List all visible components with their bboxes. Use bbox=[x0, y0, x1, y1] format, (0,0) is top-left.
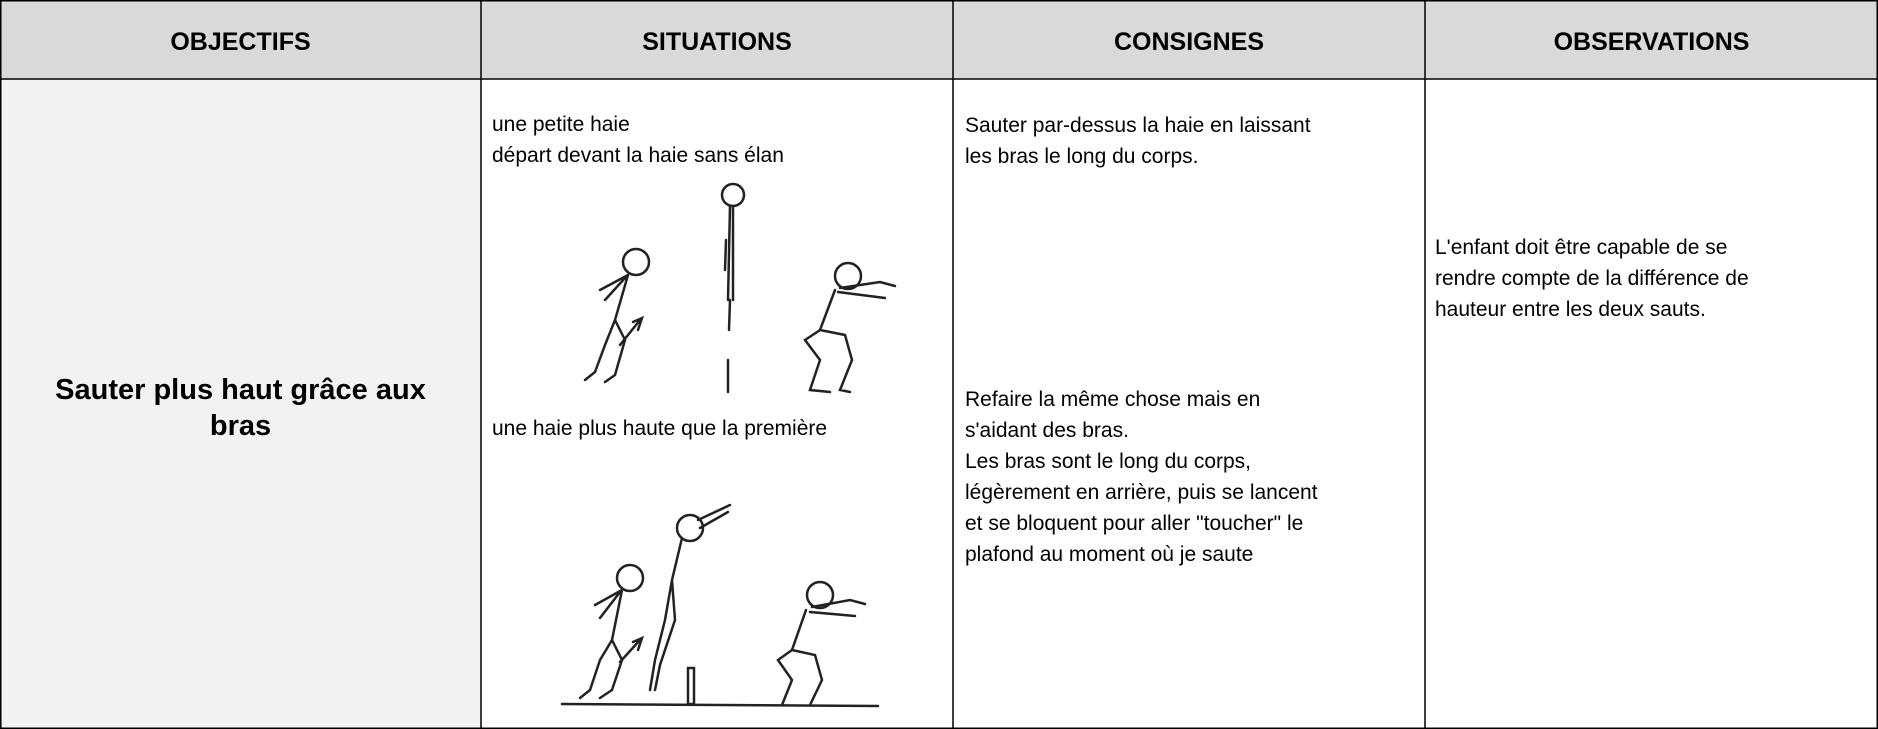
observation-line: L'enfant doit être capable de se bbox=[1435, 236, 1728, 259]
consigne-line: plafond au moment où je saute bbox=[965, 543, 1254, 566]
header-objectifs: OBJECTIFS bbox=[170, 28, 311, 56]
header-background bbox=[0, 0, 1878, 79]
consigne-line: et se bloquent pour aller "toucher" le bbox=[965, 512, 1304, 535]
objective-cell-background bbox=[0, 79, 481, 729]
observation-line: rendre compte de la différence de bbox=[1435, 267, 1749, 290]
illustration-jump-no-arms bbox=[583, 182, 897, 394]
consigne-line: les bras le long du corps. bbox=[965, 145, 1199, 168]
situation-text: départ devant la haie sans élan bbox=[492, 144, 784, 167]
situation-text: une haie plus haute que la première bbox=[492, 417, 828, 440]
observation-line: hauteur entre les deux sauts. bbox=[1435, 298, 1706, 321]
consigne-line: Sauter par-dessus la haie en laissant bbox=[965, 114, 1311, 137]
objective-line: Sauter plus haut grâce aux bbox=[55, 374, 426, 406]
consigne-line: Refaire la même chose mais en bbox=[965, 388, 1261, 411]
consigne-line: s'aidant des bras. bbox=[965, 419, 1129, 442]
header-consignes: CONSIGNES bbox=[1113, 28, 1265, 56]
header-observations: OBSERVATIONS bbox=[1553, 28, 1750, 56]
header-situations: SITUATIONS bbox=[642, 28, 792, 56]
situation-text: une petite haie bbox=[492, 113, 630, 136]
consigne-line: légèrement en arrière, puis se lancent bbox=[965, 481, 1318, 504]
illustration-jump-with-arms bbox=[560, 503, 880, 708]
objective-line: bras bbox=[209, 410, 272, 442]
consigne-line: Les bras sont le long du corps, bbox=[965, 450, 1252, 473]
